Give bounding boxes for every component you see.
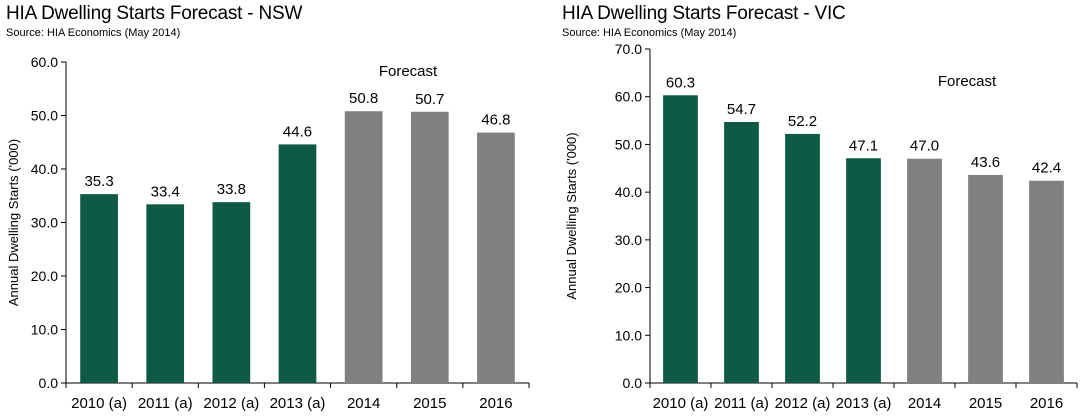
chart-source: Source: HIA Economics (May 2014) bbox=[6, 27, 181, 39]
x-tick-label: 2012 (a) bbox=[775, 395, 831, 412]
y-tick-label: 10.0 bbox=[615, 327, 642, 343]
bar-value-label: 52.2 bbox=[788, 113, 817, 130]
x-tick-label: 2016 bbox=[1030, 395, 1063, 412]
chart-panel-vic: HIA Dwelling Starts Forecast - VIC Sourc… bbox=[556, 0, 1081, 416]
bar-value-label: 54.7 bbox=[727, 101, 756, 118]
y-tick-label: 60.0 bbox=[615, 89, 642, 105]
bar bbox=[410, 111, 449, 383]
x-tick-label: 2010 (a) bbox=[653, 395, 709, 412]
bar bbox=[785, 133, 820, 383]
forecast-annotation: Forecast bbox=[938, 73, 997, 90]
y-tick-label: 10.0 bbox=[31, 322, 58, 338]
forecast-annotation: Forecast bbox=[379, 63, 438, 80]
bar-value-label: 35.3 bbox=[84, 173, 113, 190]
x-tick-label: 2013 (a) bbox=[270, 395, 326, 412]
y-tick-label: 0.0 bbox=[39, 375, 59, 391]
y-tick-label: 50.0 bbox=[31, 108, 58, 124]
y-tick-label: 40.0 bbox=[615, 184, 642, 200]
bar-value-label: 33.4 bbox=[151, 183, 180, 200]
bar-chart-nsw: 0.0 10.0 20.0 30.0 40.0 50.0 60.0 35.3 2010 (a) 3… bbox=[6, 54, 530, 412]
chart-panel-nsw: HIA Dwelling Starts Forecast - NSW Sourc… bbox=[0, 0, 535, 416]
x-tick-label: 2013 (a) bbox=[836, 395, 892, 412]
x-tick-label: 2011 (a) bbox=[714, 395, 769, 412]
bar-value-label: 44.6 bbox=[283, 123, 312, 140]
bar-value-label: 50.8 bbox=[349, 90, 378, 107]
y-tick-label: 20.0 bbox=[31, 268, 58, 284]
bar bbox=[968, 174, 1003, 383]
y-axis-title: Annual Dwelling Starts ('000) bbox=[564, 132, 579, 299]
chart-title: HIA Dwelling Starts Forecast - NSW bbox=[6, 3, 303, 24]
y-tick-label: 50.0 bbox=[615, 136, 642, 152]
x-tick-label: 2010 (a) bbox=[71, 395, 127, 412]
bar-value-label: 60.3 bbox=[666, 74, 695, 91]
x-tick-label: 2015 bbox=[969, 395, 1002, 412]
bar-value-label: 47.0 bbox=[910, 138, 939, 155]
bar bbox=[846, 158, 881, 383]
bar bbox=[1029, 180, 1064, 383]
y-tick-label: 20.0 bbox=[615, 280, 642, 296]
bar-value-label: 47.1 bbox=[849, 137, 878, 154]
bar-chart-vic: 0.0 10.0 20.0 30.0 40.0 50.0 60.0 70.0 60.3 2010 … bbox=[564, 41, 1078, 412]
bar bbox=[907, 158, 942, 383]
y-axis-title: Annual Dwelling Starts ('000) bbox=[6, 139, 21, 306]
bar bbox=[278, 144, 317, 383]
bar bbox=[146, 204, 185, 383]
y-tick-label: 60.0 bbox=[31, 54, 58, 70]
bar-value-label: 42.4 bbox=[1032, 160, 1061, 177]
x-tick-label: 2014 bbox=[908, 395, 941, 412]
y-tick-label: 70.0 bbox=[615, 41, 642, 57]
bar bbox=[477, 132, 515, 383]
bar bbox=[80, 194, 118, 383]
y-tick-label: 40.0 bbox=[31, 161, 58, 177]
bar-value-label: 46.8 bbox=[481, 112, 510, 129]
chart-source: Source: HIA Economics (May 2014) bbox=[562, 27, 737, 39]
y-tick-label: 30.0 bbox=[31, 215, 58, 231]
x-tick-label: 2012 (a) bbox=[203, 395, 259, 412]
x-tick-label: 2016 bbox=[479, 395, 512, 412]
y-tick-label: 30.0 bbox=[615, 232, 642, 248]
bar-value-label: 33.8 bbox=[217, 181, 246, 198]
x-tick-label: 2014 bbox=[347, 395, 380, 412]
x-tick-label: 2015 bbox=[413, 395, 446, 412]
chart-title: HIA Dwelling Starts Forecast - VIC bbox=[562, 3, 846, 24]
y-tick-label: 0.0 bbox=[623, 375, 643, 391]
bar bbox=[724, 122, 759, 383]
bar bbox=[344, 111, 383, 383]
bar bbox=[663, 95, 698, 383]
bar-value-label: 50.7 bbox=[415, 91, 444, 108]
bar-value-label: 43.6 bbox=[971, 154, 1000, 171]
x-tick-label: 2011 (a) bbox=[138, 395, 193, 412]
bar bbox=[212, 202, 251, 383]
